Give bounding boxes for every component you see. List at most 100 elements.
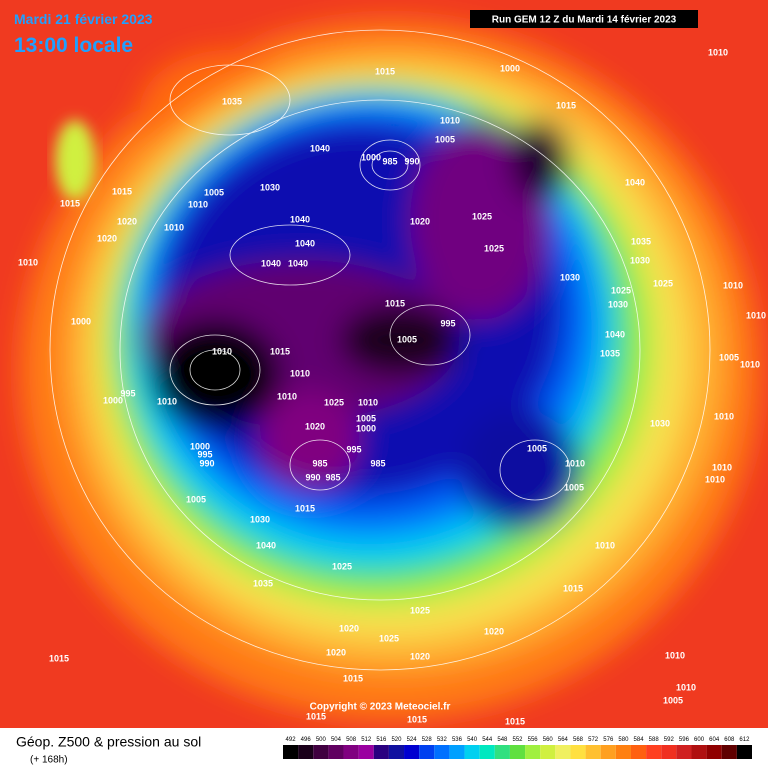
- pressure-label: 1010: [277, 391, 297, 401]
- pressure-label: 1015: [295, 503, 315, 513]
- scale-label: 500: [316, 737, 327, 743]
- scale-cell: [615, 745, 631, 759]
- scale-label: 556: [528, 737, 539, 743]
- pressure-label: 990: [404, 156, 419, 166]
- pressure-label: 1035: [600, 348, 620, 358]
- pressure-label: 1030: [560, 272, 580, 282]
- pressure-label: 985: [325, 472, 340, 482]
- isobars: [49, 29, 711, 671]
- pressure-label: 1020: [97, 233, 117, 243]
- scale-cell: [630, 745, 647, 759]
- pressure-label: 1015: [556, 100, 576, 110]
- pressure-label: 1020: [305, 421, 325, 431]
- scale-cell: [419, 745, 435, 759]
- pressure-label: 1005: [186, 494, 206, 504]
- pressure-label: 1020: [326, 647, 346, 657]
- scale-label: 608: [724, 737, 735, 743]
- pressure-label: 1010: [714, 411, 734, 421]
- scale-cell: [298, 745, 314, 759]
- scale-cell: [736, 745, 752, 759]
- scale-label: 584: [634, 737, 645, 743]
- pressure-label: 1040: [625, 177, 645, 187]
- pressure-label: 1005: [719, 352, 739, 362]
- scale-cell: [706, 745, 722, 759]
- pressure-label: 1005: [397, 334, 417, 344]
- pressure-label: 1005: [663, 695, 683, 705]
- scale-label: 496: [301, 737, 312, 743]
- scale-label: 592: [664, 737, 675, 743]
- pressure-label: 1025: [472, 211, 492, 221]
- pressure-label: 1025: [379, 633, 399, 643]
- scale-label: 512: [361, 737, 372, 743]
- scale-label: 508: [346, 737, 357, 743]
- pressure-label: 1020: [484, 626, 504, 636]
- pressure-label: 1015: [563, 583, 583, 593]
- scale-cell: [676, 745, 692, 759]
- scale-cell: [464, 745, 480, 759]
- pressure-label: 1010: [712, 462, 732, 472]
- pressure-label: 1005: [356, 413, 376, 423]
- scale-label: 548: [497, 737, 508, 743]
- pressure-label: 995: [346, 444, 361, 454]
- pressure-label: 1030: [650, 418, 670, 428]
- pressure-label: 1020: [410, 216, 430, 226]
- pressure-label: 1020: [117, 216, 137, 226]
- scale-label: 588: [649, 737, 660, 743]
- pressure-label: 1015: [375, 66, 395, 76]
- scale-cell: [509, 745, 526, 759]
- pressure-label: 1025: [410, 605, 430, 615]
- pressure-label: 1040: [288, 258, 308, 268]
- pressure-label: 1005: [204, 187, 224, 197]
- pressure-label: 1030: [608, 299, 628, 309]
- scale-cell: [646, 745, 662, 759]
- scale-label: 540: [467, 737, 478, 743]
- scale-label: 612: [739, 737, 750, 743]
- pressure-label: 1040: [310, 143, 330, 153]
- pressure-label: 1010: [665, 650, 685, 660]
- pressure-label: 1005: [564, 482, 584, 492]
- footer-lead: (+ 168h): [30, 755, 68, 766]
- scale-cell: [283, 745, 299, 759]
- pressure-label: 990: [199, 458, 214, 468]
- pressure-label: 1010: [595, 540, 615, 550]
- pressure-label: 1025: [324, 397, 344, 407]
- pressure-label: 995: [440, 318, 455, 328]
- scale-cell: [555, 745, 571, 759]
- pressure-label: 1005: [527, 443, 547, 453]
- pressure-label: 1010: [676, 682, 696, 692]
- scale-label: 520: [391, 737, 402, 743]
- pressure-label: 1025: [611, 285, 631, 295]
- scale-label: 564: [558, 737, 569, 743]
- pressure-label: 985: [312, 458, 327, 468]
- scale-label: 552: [512, 737, 523, 743]
- scale-cell: [434, 745, 450, 759]
- pressure-label: 1010: [290, 368, 310, 378]
- pressure-label: 1035: [222, 96, 242, 106]
- scale-label: 504: [331, 737, 342, 743]
- pressure-label: 1015: [306, 711, 326, 721]
- pressure-label: 1010: [212, 346, 232, 356]
- pressure-label: 1000: [356, 423, 376, 433]
- scale-label: 528: [422, 737, 433, 743]
- pressure-label: 1035: [631, 236, 651, 246]
- scale-label: 536: [452, 737, 463, 743]
- scale-cell: [358, 745, 374, 759]
- pressure-label: 995: [120, 388, 135, 398]
- scale-cell: [328, 745, 344, 759]
- footer-title: Géop. Z500 & pression au sol: [16, 734, 201, 750]
- run-box: [470, 10, 698, 28]
- pressure-label: 1015: [343, 673, 363, 683]
- pressure-label: 1015: [385, 298, 405, 308]
- scale-cell: [691, 745, 707, 759]
- scale-cell: [388, 745, 405, 759]
- time-label: 13:00 locale: [14, 34, 133, 57]
- pressure-label: 1015: [270, 346, 290, 356]
- scale-cell: [540, 745, 556, 759]
- scale-label: 532: [437, 737, 448, 743]
- pressure-label: 1020: [339, 623, 359, 633]
- scale-cell: [373, 745, 389, 759]
- scale-cell: [313, 745, 329, 759]
- scale-cell: [600, 745, 616, 759]
